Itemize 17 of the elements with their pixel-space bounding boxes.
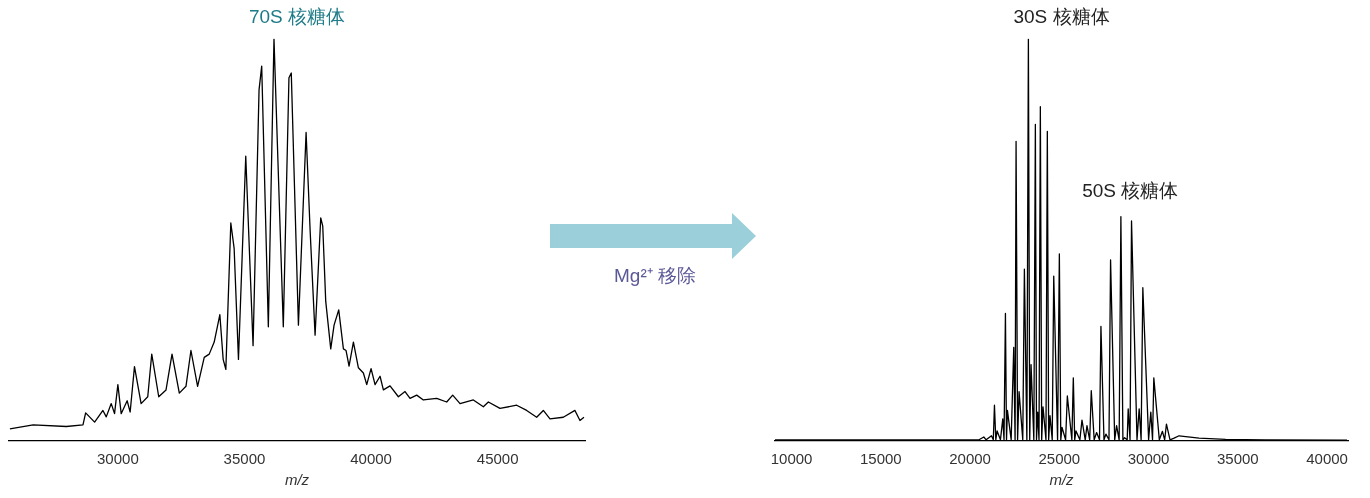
x-tick-label: 45000 [476, 450, 519, 468]
x-tick-label: 15000 [859, 450, 902, 468]
chart-title: 70S 核糖体 [248, 5, 346, 27]
chart-title: 30S 核糖体 [1013, 5, 1110, 27]
annotation: 50S 核糖体 [1082, 179, 1179, 201]
x-axis-title: m/z [1049, 471, 1075, 489]
x-tick-label: 20000 [949, 450, 991, 468]
text: Mg²⁺ 移除 [613, 264, 697, 288]
x-axis-title: m/z [284, 471, 310, 489]
x-tick-label: 30000 [97, 450, 139, 468]
x-tick-label: 35000 [1217, 450, 1259, 468]
x-tick-label: 40000 [1306, 450, 1348, 468]
x-tick-label: 30000 [1127, 450, 1170, 468]
x-tick-label: 35000 [223, 450, 266, 468]
x-tick-label: 40000 [350, 450, 392, 468]
x-tick-label: 10000 [770, 450, 813, 468]
x-tick-label: 25000 [1038, 450, 1081, 468]
